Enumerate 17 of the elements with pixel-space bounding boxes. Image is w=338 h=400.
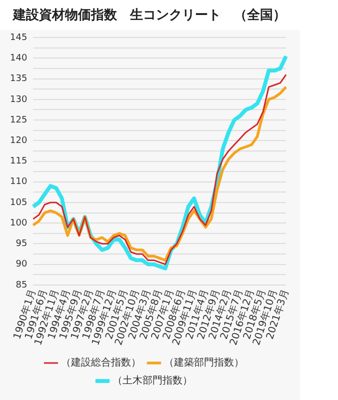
y-tick-label: 130 — [10, 94, 28, 105]
y-tick-label: 115 — [10, 156, 28, 167]
legend-label: （建築部門指数） — [164, 356, 244, 369]
y-tick-label: 100 — [10, 218, 28, 228]
y-tick-label: 105 — [10, 198, 28, 208]
y-tick-label: 145 — [10, 32, 28, 43]
y-tick-label: 140 — [10, 54, 28, 64]
chart-title: 建設資材物価指数 生コンクリート （全国） — [12, 7, 286, 24]
y-tick-label: 95 — [16, 239, 28, 250]
legend-label: （土木部門指数） — [112, 374, 192, 387]
y-tick-label: 135 — [10, 74, 28, 84]
y-tick-label: 120 — [10, 136, 28, 146]
y-tick-label: 110 — [10, 177, 28, 188]
y-tick-label: 125 — [10, 115, 28, 126]
y-tick-label: 85 — [16, 280, 28, 290]
y-tick-label: 90 — [16, 260, 28, 270]
legend-label: （建設総合指数） — [61, 356, 141, 369]
